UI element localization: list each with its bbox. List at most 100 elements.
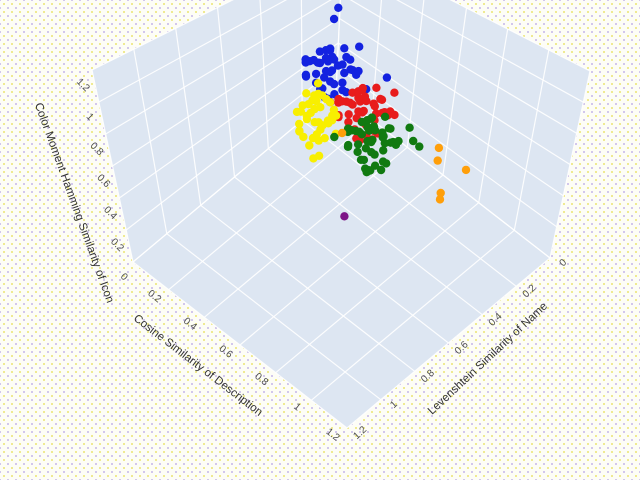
data-point-blue <box>382 73 392 82</box>
data-point-red <box>354 93 363 103</box>
x-tick-label: 0.2 <box>145 288 163 305</box>
data-point-yellow <box>306 108 315 118</box>
data-point-blue <box>321 66 331 76</box>
data-point-green <box>378 133 387 142</box>
data-point-yellow <box>305 141 314 150</box>
data-point-orange <box>433 156 442 165</box>
data-point-green <box>363 136 372 146</box>
data-point-blue <box>326 44 335 53</box>
data-point-green <box>363 123 372 132</box>
data-point-green <box>357 130 367 139</box>
z-tick-label: 0.4 <box>101 204 119 222</box>
data-point-red <box>348 100 357 109</box>
series-orange-points <box>337 128 471 204</box>
y-tick-label: 0 <box>558 257 570 269</box>
x-tick-label: 0.4 <box>181 316 199 333</box>
data-point-green <box>380 112 390 122</box>
data-point-blue <box>338 78 347 87</box>
z-tick-label: 0.6 <box>94 172 112 190</box>
data-point-orange <box>461 165 471 175</box>
data-point-blue <box>329 55 339 64</box>
z-tick-label: 1 <box>84 111 96 123</box>
data-point-red <box>334 94 343 104</box>
data-point-blue <box>315 58 325 68</box>
data-point-red <box>358 83 367 93</box>
data-point-green <box>415 142 424 151</box>
data-point-green <box>362 168 371 177</box>
data-point-green <box>361 144 371 153</box>
pane-wall-x <box>92 0 341 262</box>
data-point-orange <box>337 128 347 138</box>
data-point-blue <box>329 14 339 24</box>
data-point-blue <box>311 69 321 79</box>
z-tick-label: 1.2 <box>74 76 92 94</box>
data-point-yellow <box>295 119 304 129</box>
data-point-blue <box>321 53 331 63</box>
z-tick-label: 0.2 <box>108 236 126 254</box>
data-point-orange <box>436 188 445 198</box>
data-point-green <box>379 146 388 155</box>
y-tick-label: 0.6 <box>453 339 471 357</box>
data-point-green <box>376 165 386 175</box>
data-point-green <box>353 147 362 157</box>
y-tick-label: 1 <box>388 399 400 411</box>
data-point-yellow <box>317 91 327 100</box>
data-point-red <box>390 88 399 97</box>
data-point-blue <box>301 72 311 81</box>
data-point-blue <box>346 55 355 64</box>
x-tick-label: 1 <box>291 401 303 413</box>
data-point-green <box>343 142 353 151</box>
series-purple-points <box>340 212 349 221</box>
data-point-yellow <box>331 111 341 120</box>
y-tick-label: 0.8 <box>419 367 437 385</box>
data-point-green <box>370 150 379 159</box>
data-point-red <box>344 117 353 127</box>
data-point-blue <box>301 55 310 64</box>
data-point-yellow <box>314 118 323 127</box>
data-point-yellow <box>313 79 323 88</box>
data-point-green <box>367 113 377 122</box>
z-tick-label: 0.8 <box>88 140 106 158</box>
data-point-red <box>344 110 353 119</box>
pane-wall-y <box>336 0 590 258</box>
series-green-points <box>330 112 424 177</box>
data-point-green <box>359 155 369 165</box>
x-tick-label: 0.8 <box>252 371 270 388</box>
data-point-red <box>370 102 379 111</box>
grid-lines <box>91 0 591 429</box>
data-point-yellow <box>309 154 318 163</box>
data-point-yellow <box>308 133 318 143</box>
data-point-green <box>382 159 391 168</box>
data-point-green <box>343 124 353 133</box>
data-point-red <box>377 95 387 105</box>
data-point-purple <box>340 212 349 221</box>
data-point-red <box>372 83 381 93</box>
data-point-yellow <box>302 114 312 124</box>
data-point-blue <box>320 73 329 82</box>
data-point-green <box>409 136 418 146</box>
y-tick-label: 1.2 <box>351 424 369 442</box>
data-point-yellow <box>316 125 325 134</box>
z-tick-label: 0 <box>118 271 130 283</box>
data-point-blue <box>340 68 349 78</box>
data-point-blue <box>342 88 351 97</box>
data-point-blue <box>355 42 364 51</box>
data-point-yellow <box>320 134 329 143</box>
data-point-red <box>354 107 363 116</box>
x-tick-label: 0.6 <box>217 343 235 360</box>
x-tick-label: 1.2 <box>324 426 342 443</box>
tick-labels: 0.2 0.4 0.6 0.8 1 1.2 0 0.2 0.4 0.6 0.8 1 1.2 0 0.2 0.4… <box>74 76 569 443</box>
data-point-yellow <box>296 107 306 116</box>
data-point-red <box>390 110 399 120</box>
data-point-green <box>370 126 380 135</box>
y-tick-label: 0.4 <box>487 311 505 329</box>
y-tick-label: 0.2 <box>521 282 539 300</box>
data-point-yellow <box>308 96 317 105</box>
data-point-blue <box>329 79 339 89</box>
data-point-blue <box>340 44 349 53</box>
data-point-green <box>386 124 395 133</box>
data-point-blue <box>354 66 363 76</box>
data-point-green <box>330 132 339 142</box>
